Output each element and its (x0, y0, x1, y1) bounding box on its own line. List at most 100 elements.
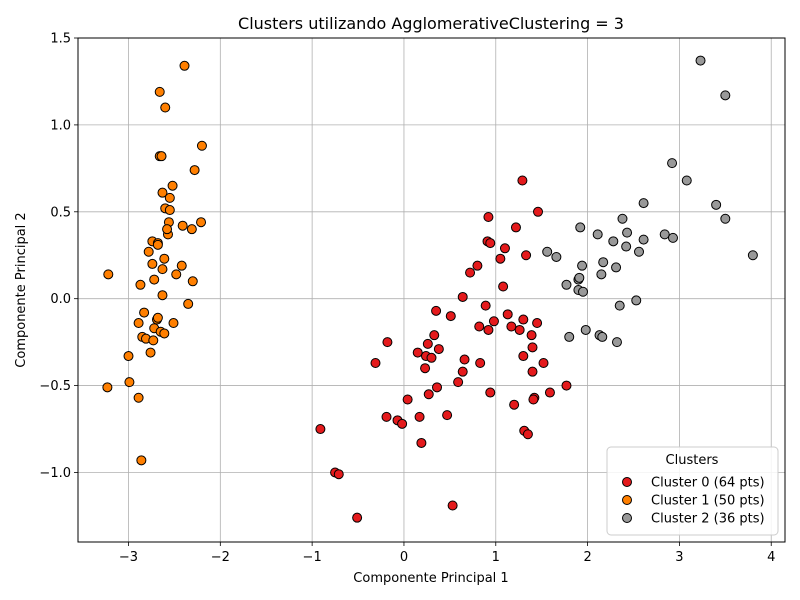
cluster-0-point (499, 243, 510, 254)
cluster-2-point (747, 250, 758, 261)
cluster-1-point (162, 224, 173, 235)
cluster-2-point (634, 246, 645, 257)
legend-marker-cluster-0 (622, 477, 632, 487)
cluster-2-point (611, 262, 622, 273)
x-tick-label: −3 (119, 550, 138, 565)
cluster-0-point (506, 321, 517, 332)
cluster-0-point (485, 387, 496, 398)
cluster-0-point (442, 410, 453, 421)
cluster-0-point (315, 424, 326, 435)
cluster-0-point (453, 377, 464, 388)
cluster-0-point (514, 324, 525, 335)
cluster-0-point (457, 291, 468, 302)
cluster-2-point (561, 279, 572, 290)
cluster-0-point (518, 351, 529, 362)
data-points (102, 55, 758, 523)
cluster-1-point (160, 102, 171, 113)
cluster-0-point (522, 429, 533, 440)
cluster-0-point (488, 316, 499, 327)
x-tick-label: 4 (767, 550, 775, 565)
cluster-0-point (333, 469, 344, 480)
cluster-0-point (422, 338, 433, 349)
cluster-0-point (538, 357, 549, 368)
cluster-0-point (465, 267, 476, 278)
cluster-0-point (431, 305, 442, 316)
cluster-0-point (412, 347, 423, 358)
cluster-0-point (432, 382, 443, 393)
cluster-0-point (528, 394, 539, 405)
cluster-1-point (167, 180, 178, 191)
cluster-1-point (135, 279, 146, 290)
cluster-2-point (574, 272, 585, 283)
cluster-1-point (177, 220, 188, 231)
cluster-0-point (509, 399, 520, 410)
y-tick-label: 1.5 (50, 32, 71, 47)
cluster-1-point (133, 392, 144, 403)
cluster-0-point (397, 418, 408, 429)
cluster-2-point (621, 241, 632, 252)
cluster-1-point (157, 290, 168, 301)
cluster-2-point (597, 331, 608, 342)
cluster-2-point (596, 269, 607, 280)
axis-ticks: −3 −2 −1 0 1 2 3 4 −1.0 −0.5 0.0 0.5 1.0 1.5 (39, 32, 775, 566)
cluster-1-point (164, 192, 175, 203)
cluster-1-point (196, 140, 207, 151)
cluster-1-point (147, 258, 158, 269)
cluster-0-point (352, 512, 363, 523)
series-cluster-1 (102, 60, 207, 466)
series-cluster-0 (315, 175, 572, 523)
series-cluster-2 (542, 55, 758, 348)
cluster-1-point (183, 298, 194, 309)
cluster-1-point (196, 217, 207, 228)
cluster-1-point (159, 328, 170, 339)
cluster-2-point (542, 246, 553, 257)
cluster-2-point (592, 229, 603, 240)
cluster-0-point (527, 366, 538, 377)
cluster-0-point (381, 411, 392, 422)
cluster-1-point (189, 165, 200, 176)
cluster-1-point (124, 377, 135, 388)
cluster-2-point (681, 175, 692, 186)
cluster-0-point (480, 300, 491, 311)
cluster-2-point (578, 286, 588, 297)
cluster-1-point (168, 318, 179, 329)
cluster-1-point (152, 239, 163, 250)
cluster-0-point (414, 411, 425, 422)
cluster-2-point (611, 337, 622, 348)
cluster-2-point (608, 236, 619, 247)
x-tick-label: 3 (675, 550, 683, 565)
cluster-0-point (474, 321, 485, 332)
cluster-1-point (103, 269, 114, 280)
cluster-1-point (102, 382, 113, 393)
cluster-1-point (186, 224, 197, 235)
y-tick-label: 1.0 (50, 118, 71, 133)
legend-title: Clusters (666, 453, 719, 468)
cluster-1-point (139, 307, 150, 318)
cluster-0-point (475, 357, 486, 368)
y-tick-label: 0.0 (50, 292, 71, 307)
cluster-1-point (187, 276, 198, 287)
cluster-1-point (133, 318, 144, 329)
cluster-0-point (495, 253, 506, 264)
legend-label-cluster-2: Cluster 2 (36 pts) (651, 512, 765, 527)
x-tick-label: −1 (303, 550, 322, 565)
cluster-0-point (527, 342, 538, 353)
cluster-0-point (472, 260, 483, 271)
cluster-2-point (631, 295, 642, 306)
cluster-1-point (145, 347, 156, 358)
cluster-1-point (156, 151, 167, 162)
cluster-2-point (659, 229, 670, 240)
cluster-0-point (416, 437, 427, 448)
cluster-2-point (575, 222, 586, 233)
cluster-2-point (622, 227, 633, 238)
cluster-0-point (510, 222, 521, 233)
legend-marker-cluster-2 (622, 513, 632, 523)
legend-entries: Cluster 0 (64 pts) Cluster 1 (50 pts) Clus… (622, 476, 765, 527)
cluster-2-point (667, 232, 678, 243)
cluster-2-point (617, 213, 628, 224)
cluster-2-point (695, 55, 706, 66)
cluster-0-point (517, 175, 528, 186)
legend-label-cluster-0: Cluster 0 (64 pts) (651, 476, 765, 491)
x-axis-label: Componente Principal 1 (353, 571, 508, 586)
cluster-1-point (152, 312, 163, 323)
